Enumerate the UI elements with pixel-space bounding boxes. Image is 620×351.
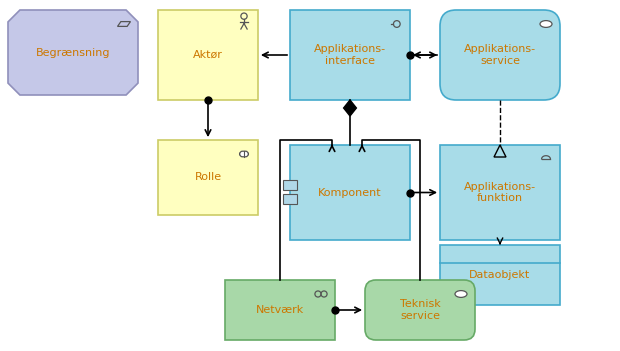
Text: Dataobjekt: Dataobjekt xyxy=(469,270,531,280)
Text: Applikations-
funktion: Applikations- funktion xyxy=(464,182,536,203)
Polygon shape xyxy=(8,10,138,95)
Bar xyxy=(283,180,297,190)
Bar xyxy=(440,145,560,240)
Ellipse shape xyxy=(455,291,467,297)
Bar xyxy=(283,194,297,204)
Text: Aktør: Aktør xyxy=(193,50,223,60)
Text: Netværk: Netværk xyxy=(256,305,304,315)
Text: Rolle: Rolle xyxy=(195,172,221,183)
Text: Teknisk
service: Teknisk service xyxy=(400,299,440,321)
FancyBboxPatch shape xyxy=(365,280,475,340)
Bar xyxy=(158,10,258,100)
Ellipse shape xyxy=(540,21,552,27)
Bar xyxy=(225,280,335,340)
Text: Applikations-
service: Applikations- service xyxy=(464,44,536,66)
Polygon shape xyxy=(343,100,356,116)
Bar xyxy=(440,245,560,305)
Bar xyxy=(158,140,258,215)
Text: Begrænsning: Begrænsning xyxy=(36,47,110,58)
Bar xyxy=(290,145,410,240)
Text: Applikations-
interface: Applikations- interface xyxy=(314,44,386,66)
FancyBboxPatch shape xyxy=(239,151,249,157)
Bar xyxy=(290,10,410,100)
FancyBboxPatch shape xyxy=(440,10,560,100)
Text: Komponent: Komponent xyxy=(318,187,382,198)
